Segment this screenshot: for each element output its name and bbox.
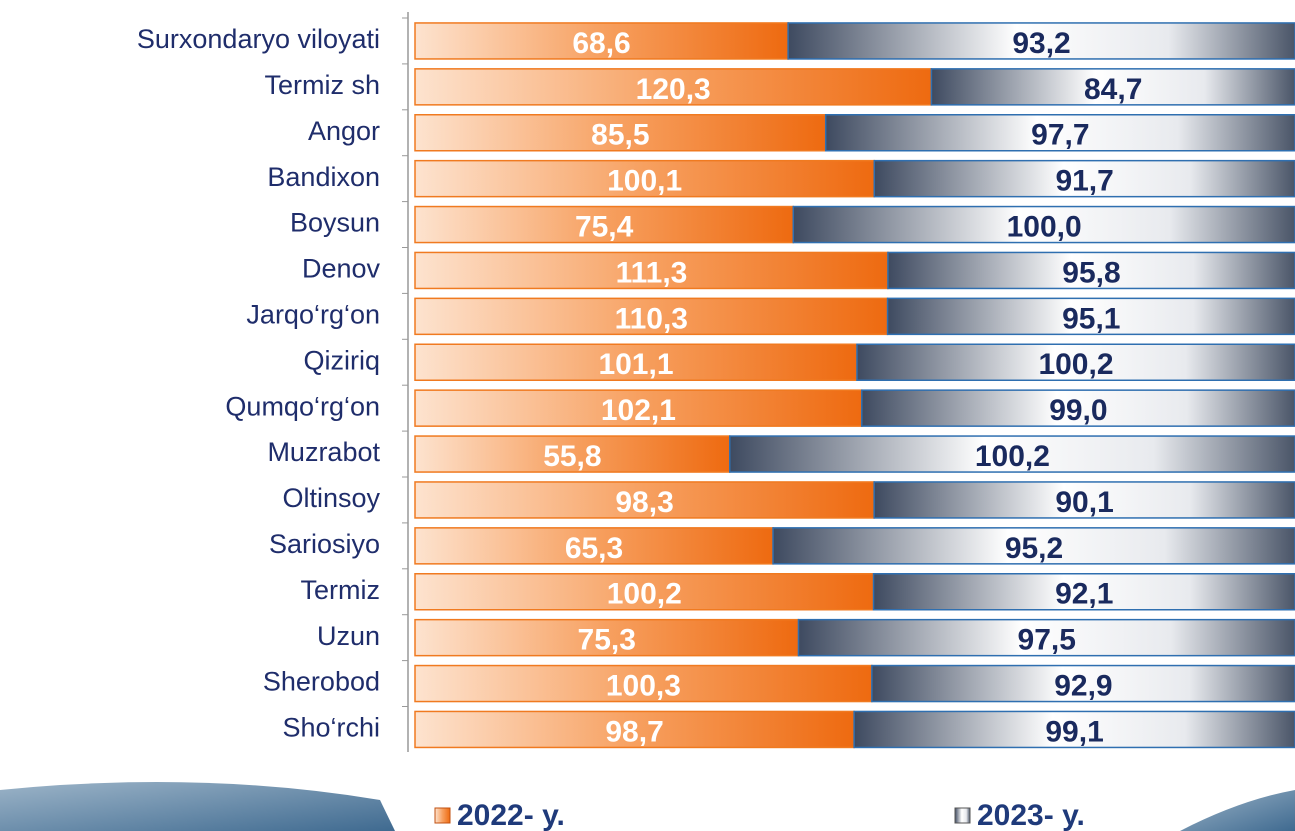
value-label: 111,3 — [616, 256, 688, 289]
value-label: 99,1 — [1045, 715, 1103, 748]
legend-swatch — [954, 807, 971, 824]
bar-segment — [772, 527, 1295, 565]
value-label: 102,1 — [601, 394, 676, 427]
bar-segment — [861, 389, 1295, 427]
value-label: 75,4 — [575, 210, 634, 243]
category-label: Angor — [308, 116, 380, 146]
value-label: 92,9 — [1054, 669, 1112, 702]
value-label: 91,7 — [1055, 165, 1113, 198]
decoration — [1180, 790, 1295, 831]
bar-segment — [414, 481, 875, 519]
value-label: 55,8 — [543, 440, 601, 473]
bar-segment — [414, 159, 876, 198]
bar-segment — [414, 297, 889, 336]
category-label: Bandixon — [267, 162, 380, 192]
category-label: Uzun — [317, 621, 380, 651]
value-label: 98,7 — [605, 715, 663, 748]
bar-segment — [414, 435, 731, 473]
bar-segment — [873, 159, 1295, 198]
bar-segment — [792, 205, 1295, 244]
category-label: Termiz — [301, 575, 381, 605]
bar-segment — [871, 664, 1295, 703]
legend-label: 2022- y. — [457, 799, 565, 831]
bar-segment — [873, 481, 1295, 519]
legend-label: 2023- y. — [977, 799, 1085, 831]
value-label: 85,5 — [591, 119, 649, 152]
bar-segment — [414, 664, 873, 703]
bar-segment — [887, 251, 1295, 290]
category-label: Oltinsoy — [282, 483, 380, 513]
bar-segment — [414, 389, 863, 427]
value-label: 100,2 — [607, 578, 682, 611]
value-label: 90,1 — [1055, 486, 1113, 519]
value-label: 75,3 — [578, 624, 636, 657]
bar-segment — [853, 710, 1295, 749]
value-label: 100,3 — [606, 669, 681, 702]
value-label: 100,2 — [1038, 348, 1113, 381]
value-label: 101,1 — [598, 348, 673, 381]
bar-segment — [414, 618, 800, 657]
value-label: 100,0 — [1007, 210, 1082, 243]
bar-segment — [930, 68, 1295, 106]
category-label: Sherobod — [263, 667, 380, 697]
bar-segment — [414, 251, 889, 290]
value-label: 93,2 — [1012, 27, 1070, 60]
category-label: Qumqo‘rg‘on — [225, 391, 380, 421]
value-label: 65,3 — [565, 532, 623, 565]
value-label: 95,8 — [1062, 256, 1120, 289]
bar-segment — [797, 618, 1295, 657]
bar-segment — [414, 205, 795, 244]
category-label: Qiziriq — [303, 345, 380, 375]
value-label: 95,2 — [1005, 532, 1063, 565]
category-label: Denov — [302, 254, 381, 284]
category-label: Jarqo‘rg‘on — [246, 299, 380, 329]
bar-segment — [414, 68, 933, 106]
bar-segment — [872, 573, 1295, 611]
value-label: 100,2 — [975, 440, 1050, 473]
value-label: 97,7 — [1031, 119, 1089, 152]
value-label: 99,0 — [1049, 394, 1107, 427]
legend-swatch — [434, 807, 451, 824]
category-label: Sho‘rchi — [282, 713, 380, 743]
value-label: 92,1 — [1055, 578, 1113, 611]
decoration — [0, 782, 395, 831]
bar-segment — [886, 297, 1295, 336]
bar-segment — [414, 343, 858, 381]
bar-segment — [729, 435, 1295, 473]
bar-segment — [414, 573, 875, 611]
bar-segment — [787, 22, 1295, 60]
category-label: Sariosiyo — [269, 529, 380, 559]
value-label: 95,1 — [1062, 302, 1120, 335]
value-label: 84,7 — [1084, 73, 1142, 106]
value-label: 120,3 — [636, 73, 711, 106]
bar-segment — [856, 343, 1295, 381]
value-label: 68,6 — [572, 27, 630, 60]
value-label: 100,1 — [607, 165, 682, 198]
category-label: Boysun — [290, 208, 380, 238]
category-label: Termiz sh — [264, 70, 380, 100]
category-label: Surxondaryo viloyati — [137, 24, 380, 54]
value-label: 110,3 — [615, 302, 688, 335]
category-label: Muzrabot — [267, 437, 380, 467]
value-label: 98,3 — [615, 486, 673, 519]
value-label: 97,5 — [1018, 624, 1076, 657]
